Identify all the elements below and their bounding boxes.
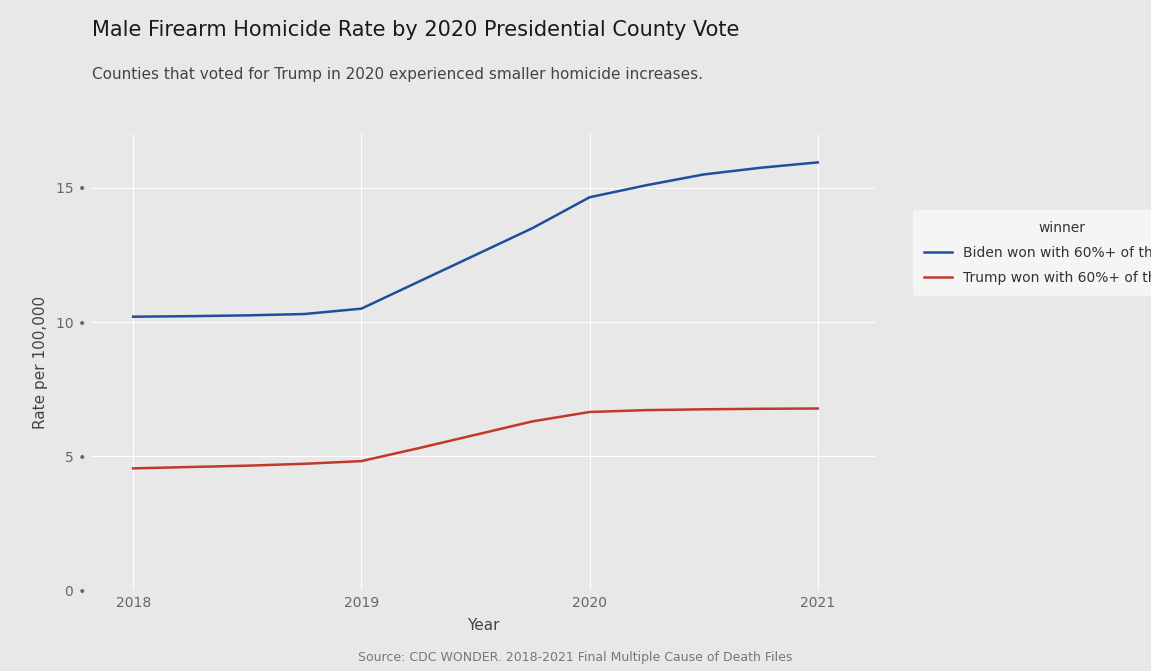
- Text: Counties that voted for Trump in 2020 experienced smaller homicide increases.: Counties that voted for Trump in 2020 ex…: [92, 67, 703, 82]
- Text: Male Firearm Homicide Rate by 2020 Presidential County Vote: Male Firearm Homicide Rate by 2020 Presi…: [92, 20, 739, 40]
- X-axis label: Year: Year: [467, 619, 500, 633]
- Y-axis label: Rate per 100,000: Rate per 100,000: [33, 296, 48, 429]
- Text: Source: CDC WONDER. 2018-2021 Final Multiple Cause of Death Files: Source: CDC WONDER. 2018-2021 Final Mult…: [358, 652, 793, 664]
- Legend: Biden won with 60%+ of the vote, Trump won with 60%+ of the vote: Biden won with 60%+ of the vote, Trump w…: [913, 209, 1151, 296]
